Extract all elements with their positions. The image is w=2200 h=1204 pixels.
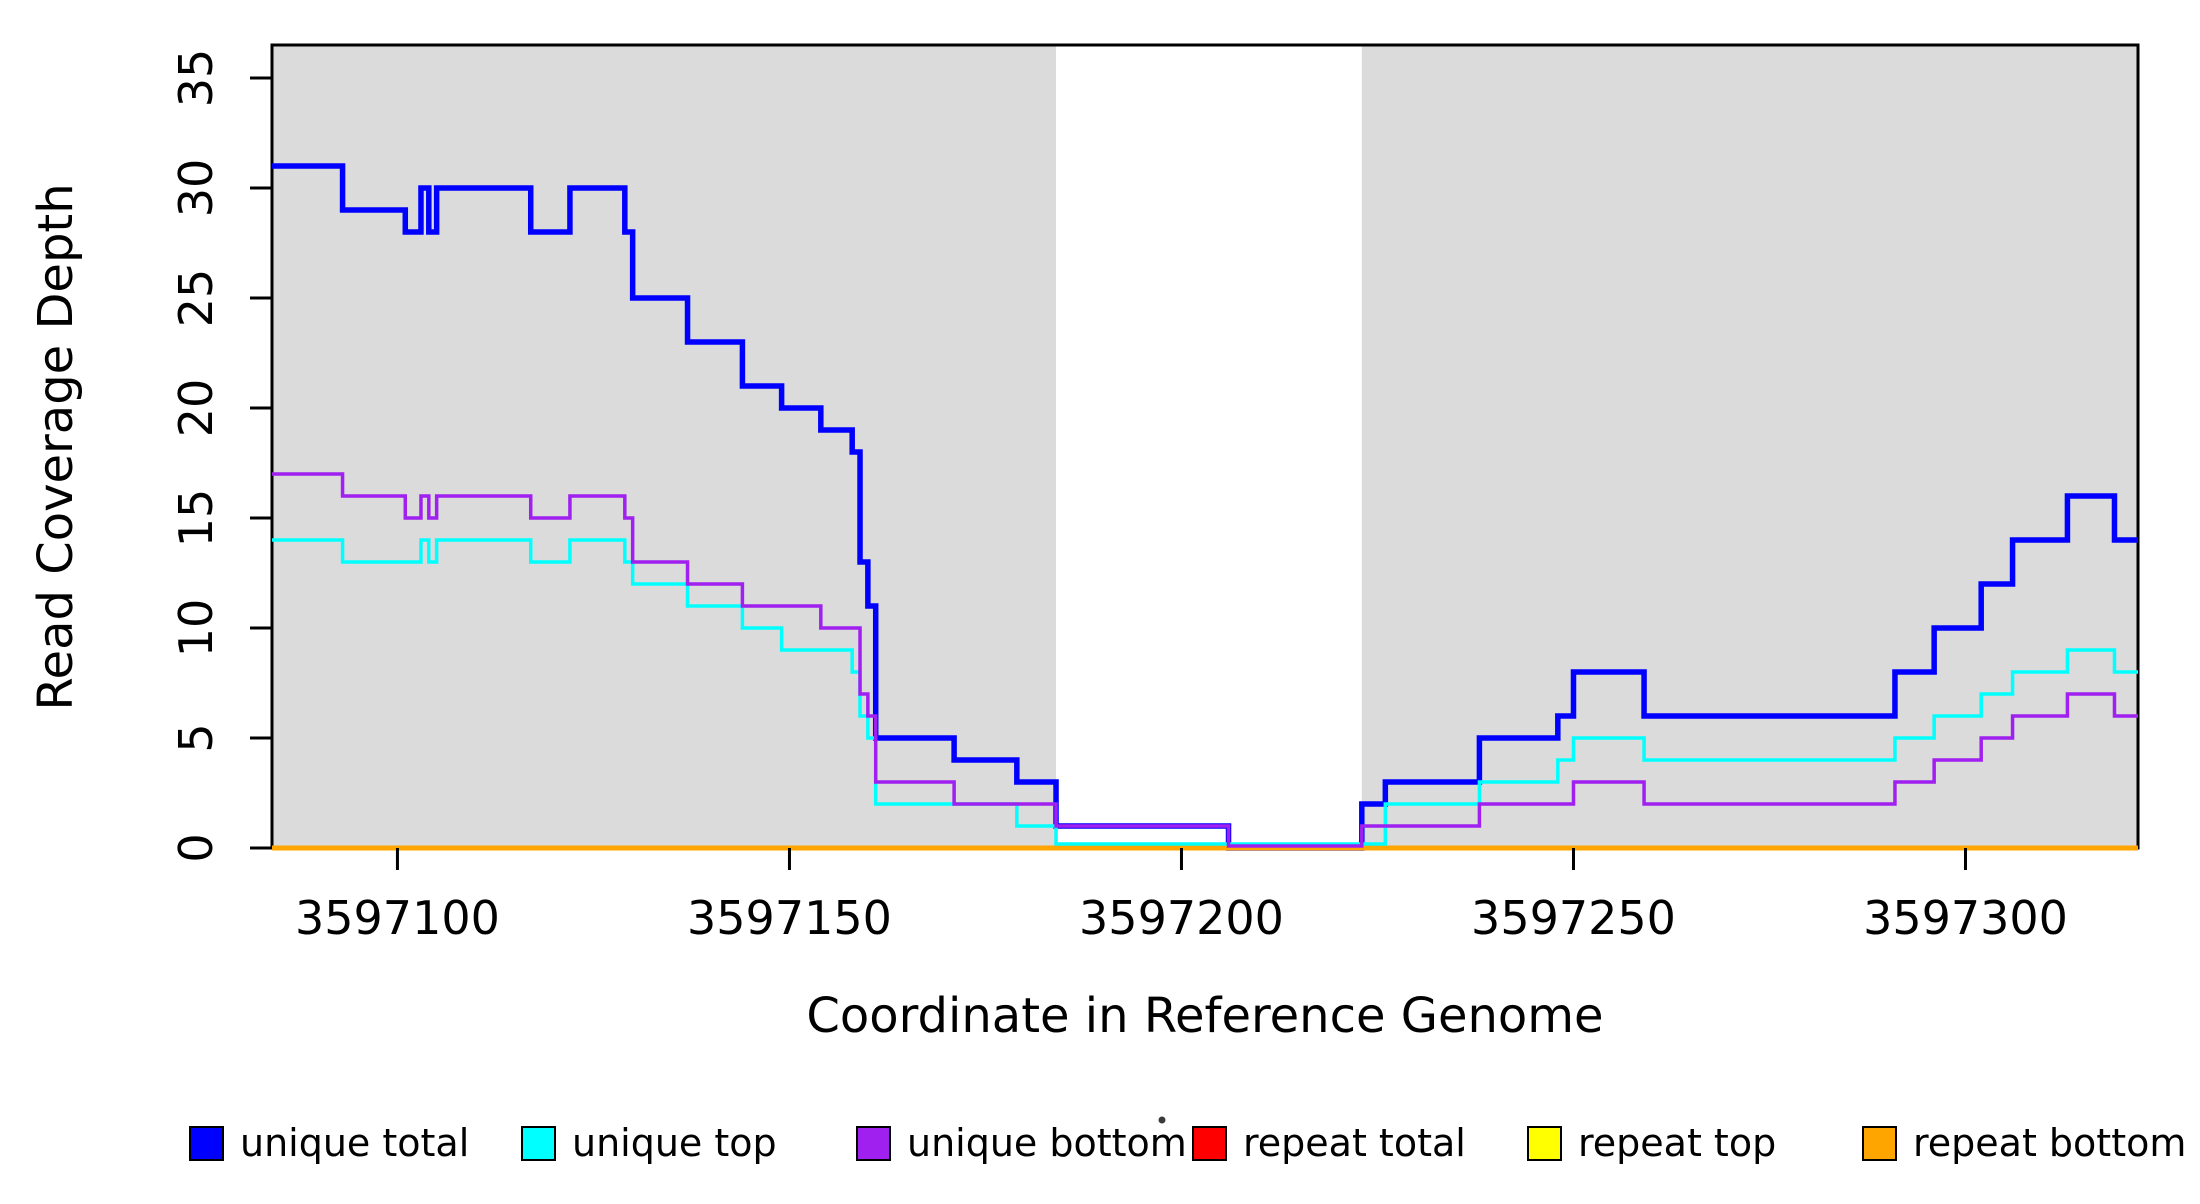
legend-item-unique-top: unique top bbox=[521, 1121, 777, 1165]
legend-item-repeat-bottom: repeat bottom bbox=[1862, 1121, 2186, 1165]
legend-swatch-unique-total bbox=[189, 1126, 224, 1161]
series-line-unique-bottom bbox=[272, 472, 2138, 848]
y-tick-label: 0 bbox=[169, 833, 223, 862]
legend-label-unique-bottom: unique bottom bbox=[907, 1121, 1187, 1165]
legend-label-unique-total: unique total bbox=[240, 1121, 469, 1165]
series-line-unique-total bbox=[272, 163, 2138, 851]
legend-swatch-unique-top bbox=[521, 1126, 556, 1161]
shaded-regions bbox=[272, 46, 2138, 847]
x-tick-label: 3597200 bbox=[1079, 891, 1284, 945]
y-tick-label: 10 bbox=[169, 599, 223, 658]
y-tick-label: 15 bbox=[169, 489, 223, 548]
shaded-region bbox=[1361, 46, 2138, 847]
y-axis: 0 5 10 15 20 25 30 35 bbox=[169, 49, 272, 863]
legend-item-unique-total: unique total bbox=[189, 1121, 469, 1165]
legend-swatch-repeat-bottom bbox=[1862, 1126, 1897, 1161]
y-tick-label: 20 bbox=[169, 379, 223, 438]
x-tick-label: 3597250 bbox=[1471, 891, 1676, 945]
x-tick-label: 3597300 bbox=[1863, 891, 2068, 945]
legend-item-repeat-total: repeat total bbox=[1192, 1121, 1466, 1165]
y-tick-label: 25 bbox=[169, 269, 223, 328]
legend-swatch-unique-bottom bbox=[856, 1126, 891, 1161]
legend-swatch-repeat-total bbox=[1192, 1126, 1227, 1161]
x-axis-title: Coordinate in Reference Genome bbox=[806, 988, 1603, 1044]
shaded-region bbox=[272, 46, 1057, 847]
y-tick-label: 5 bbox=[169, 723, 223, 752]
legend-label-repeat-bottom: repeat bottom bbox=[1913, 1121, 2186, 1165]
series-lines bbox=[272, 163, 2138, 851]
x-axis: 3597100 3597150 3597200 3597250 3597300 bbox=[295, 848, 2068, 945]
x-tick-label: 3597150 bbox=[687, 891, 892, 945]
legend-label-unique-top: unique top bbox=[572, 1121, 777, 1165]
legend-swatch-repeat-top bbox=[1527, 1126, 1562, 1161]
legend-label-repeat-total: repeat total bbox=[1243, 1121, 1466, 1165]
series-line-unique-top bbox=[272, 538, 2138, 846]
x-tick-label: 3597100 bbox=[295, 891, 500, 945]
legend-label-repeat-top: repeat top bbox=[1578, 1121, 1776, 1165]
legend-item-unique-bottom: unique bottom bbox=[856, 1121, 1187, 1165]
y-axis-title: Read Coverage Depth bbox=[28, 183, 84, 710]
stray-mark bbox=[1158, 1116, 1166, 1124]
y-tick-label: 35 bbox=[169, 49, 223, 108]
legend-item-repeat-top: repeat top bbox=[1527, 1121, 1776, 1165]
legend: unique total unique top unique bottom re… bbox=[189, 1121, 2186, 1165]
y-tick-label: 30 bbox=[169, 159, 223, 218]
